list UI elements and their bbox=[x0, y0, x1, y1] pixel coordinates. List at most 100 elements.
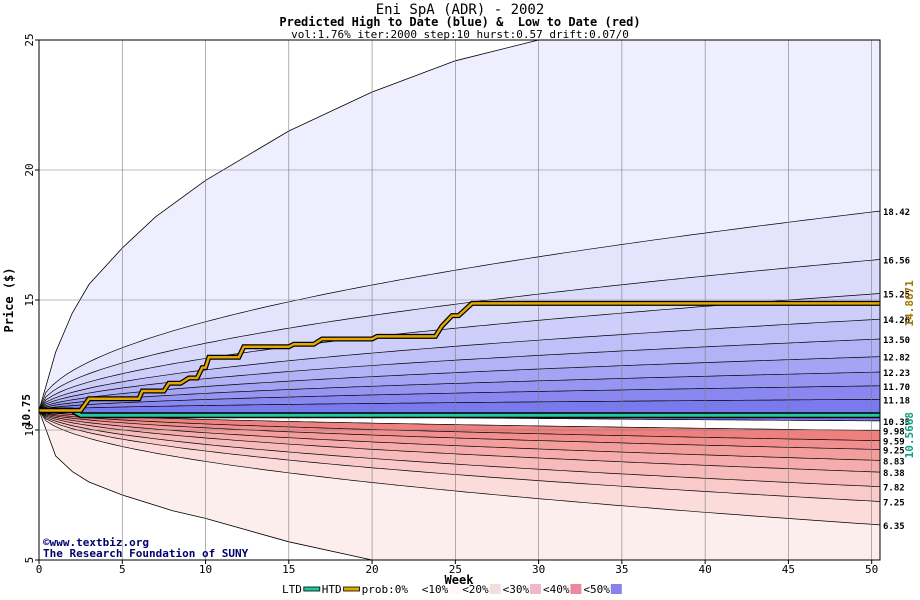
low-band bbox=[39, 410, 880, 473]
y-tick-label: 15 bbox=[23, 293, 36, 306]
legend-line-swatch bbox=[343, 586, 361, 592]
envelope-upper-line bbox=[39, 40, 880, 411]
low-band bbox=[39, 410, 880, 525]
x-tick-label: 0 bbox=[36, 563, 43, 576]
low-band bbox=[39, 410, 880, 450]
legend-swatch bbox=[408, 584, 420, 594]
quantile-line bbox=[39, 410, 880, 442]
x-tick-label: 25 bbox=[449, 563, 462, 576]
quantile-label: 11.70 bbox=[883, 383, 910, 393]
legend-label: <20% bbox=[462, 583, 489, 596]
quantile-line bbox=[39, 318, 880, 411]
low-band bbox=[39, 410, 880, 487]
htd-line bbox=[39, 302, 880, 412]
quantile-line bbox=[39, 398, 880, 411]
legend-label: HTD bbox=[322, 583, 342, 596]
probability-bands bbox=[39, 40, 880, 560]
series-lines bbox=[39, 300, 880, 419]
x-tick-label: 5 bbox=[119, 563, 126, 576]
quantile-line bbox=[39, 410, 880, 488]
quantile-line bbox=[39, 410, 880, 526]
quantile-label: 8.38 bbox=[883, 469, 905, 479]
center-band bbox=[39, 410, 880, 431]
quantile-label: 12.23 bbox=[883, 369, 910, 379]
high-band bbox=[39, 259, 880, 411]
legend-swatch bbox=[570, 584, 582, 594]
y-tick-label: 20 bbox=[23, 163, 36, 176]
low-band bbox=[39, 410, 880, 461]
quantile-label: 18.42 bbox=[883, 208, 910, 218]
chart-title: Eni SpA (ADR) - 2002 bbox=[375, 2, 545, 18]
legend-swatch bbox=[610, 584, 622, 594]
legend-label: <40% bbox=[543, 583, 570, 596]
low-band bbox=[39, 410, 880, 502]
quantile-label: 6.35 bbox=[883, 522, 905, 532]
high-band bbox=[39, 385, 880, 411]
legend-label: <10% bbox=[422, 583, 449, 596]
x-tick-label: 40 bbox=[699, 563, 712, 576]
quantile-line bbox=[39, 410, 880, 502]
legend-label: <30% bbox=[503, 583, 530, 596]
envelope-lower-line bbox=[39, 410, 379, 560]
quantile-label: 9.98 bbox=[883, 428, 905, 438]
start-price-label: 10.75 bbox=[20, 394, 33, 427]
low-band bbox=[39, 410, 880, 441]
quantile-label: 8.83 bbox=[883, 457, 905, 467]
chart-parameters: vol:1.76% iter:2000 step:10 hurst:0.57 d… bbox=[291, 28, 629, 41]
quantile-line bbox=[39, 259, 880, 411]
x-tick-label: 30 bbox=[532, 563, 545, 576]
quantile-label: 11.18 bbox=[883, 396, 910, 406]
quantile-label: 14.26 bbox=[883, 316, 910, 326]
quantile-line bbox=[39, 385, 880, 411]
legend-swatch bbox=[489, 584, 501, 594]
y-tick-label: 25 bbox=[23, 33, 36, 46]
x-axis-label: Week bbox=[445, 573, 475, 587]
quantile-line bbox=[39, 371, 880, 411]
quantile-label: 13.50 bbox=[883, 336, 910, 346]
x-tick-label: 35 bbox=[615, 563, 628, 576]
credits-copyright: ©www.textbiz.org bbox=[43, 536, 149, 549]
quantile-label: 12.82 bbox=[883, 354, 910, 364]
high-band bbox=[39, 211, 880, 411]
x-tick-label: 10 bbox=[199, 563, 212, 576]
quantile-label: 9.25 bbox=[883, 447, 905, 457]
y-tick-label: 5 bbox=[23, 557, 36, 564]
high-band bbox=[39, 339, 880, 411]
high-band bbox=[39, 372, 880, 411]
quantile-line bbox=[39, 356, 880, 411]
x-tick-label: 45 bbox=[782, 563, 795, 576]
quantile-labels: 18.42 16.56 15.25 14.26 13.50 12.82 12.23 11.70… bbox=[883, 208, 916, 532]
quantile-line bbox=[39, 410, 880, 431]
quantile-line bbox=[39, 410, 880, 473]
chart-subtitle: Predicted High to Date (blue) & Low to D… bbox=[279, 15, 641, 29]
high-band bbox=[39, 356, 880, 411]
quantile-label: 7.25 bbox=[883, 499, 905, 509]
quantile-label: 16.56 bbox=[883, 256, 910, 266]
quantile-label: 15.25 bbox=[883, 291, 910, 301]
quantile-line bbox=[39, 410, 880, 450]
quantile-label: 9.59 bbox=[883, 438, 905, 448]
legend-swatch bbox=[449, 584, 461, 594]
high-band bbox=[39, 40, 880, 411]
quantile-label: 7.82 bbox=[883, 484, 905, 494]
legend-swatch bbox=[530, 584, 541, 594]
x-tick-label: 15 bbox=[282, 563, 295, 576]
high-band bbox=[39, 293, 880, 411]
legend-label: prob:0% bbox=[362, 583, 409, 596]
x-tick-label: 20 bbox=[365, 563, 378, 576]
legend-label: <50% bbox=[583, 583, 610, 596]
legend-line-swatch bbox=[303, 586, 321, 592]
ltd-final-label: 10.5668 bbox=[903, 412, 916, 458]
quantile-label: 10.35 bbox=[883, 418, 910, 428]
y-tick-label: 10 bbox=[23, 423, 36, 436]
credits-org: The Research Foundation of SUNY bbox=[43, 547, 249, 560]
high-band bbox=[39, 319, 880, 411]
htd-final-label: 14.8671 bbox=[903, 280, 916, 327]
quantile-line bbox=[39, 410, 880, 461]
quantile-line bbox=[39, 210, 880, 411]
low-band bbox=[39, 410, 880, 560]
legend: LTD HTD prob:0% <10% <20% <30% <40% <50% bbox=[282, 583, 622, 596]
y-axis-label: Price ($) bbox=[2, 267, 16, 332]
legend-label: LTD bbox=[282, 583, 302, 596]
